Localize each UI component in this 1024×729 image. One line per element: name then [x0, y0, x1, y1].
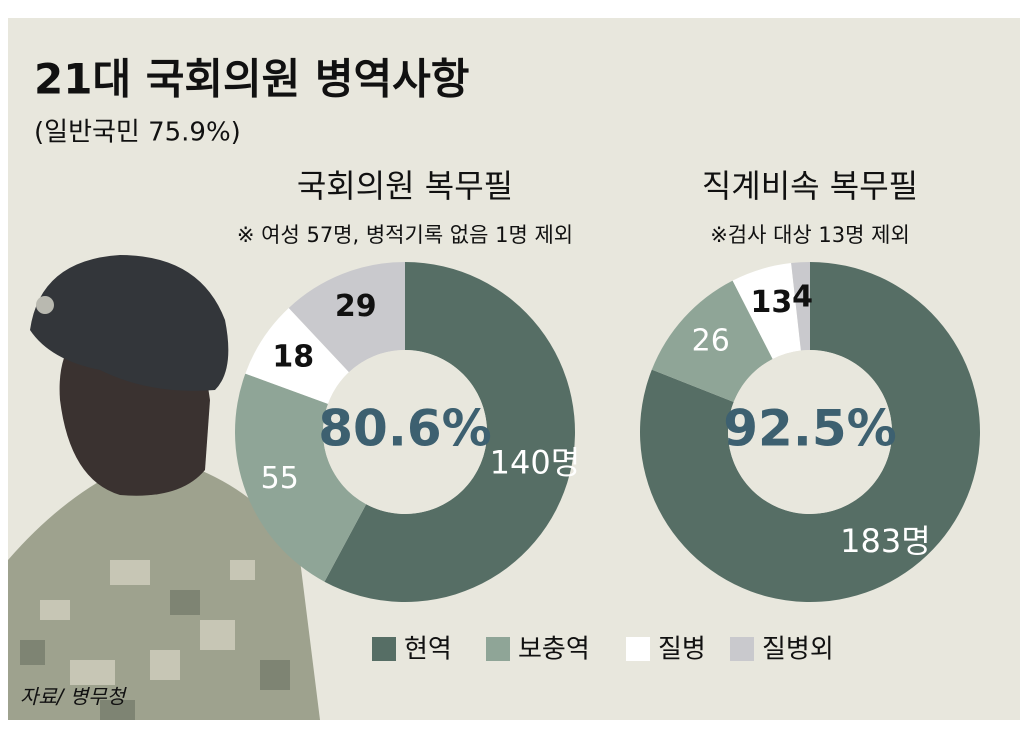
- page-subtitle: (일반국민 75.9%): [34, 118, 241, 148]
- legend-label: 현역: [404, 635, 452, 665]
- legend-label: 질병: [658, 635, 706, 665]
- data-label: 183명: [840, 522, 931, 560]
- donut-center: [728, 350, 892, 514]
- chart-subtitle: ※검사 대상 13명 제외: [710, 223, 910, 247]
- data-label: 4: [792, 280, 813, 315]
- soldier-illustration: [8, 255, 320, 720]
- data-label: 18: [272, 340, 314, 375]
- legend-swatch: [486, 637, 510, 661]
- chart-title: 국회의원 복무필: [297, 167, 513, 205]
- center-label: 92.5%: [723, 400, 896, 458]
- donut-slice: [791, 262, 810, 351]
- donut-center: [323, 350, 487, 514]
- donut-slice: [288, 262, 405, 373]
- legend-swatch: [626, 637, 650, 661]
- donut-slice: [639, 262, 980, 602]
- donut-slice: [245, 307, 349, 404]
- center-label: 80.6%: [318, 400, 491, 458]
- legend-swatch: [730, 637, 754, 661]
- source: 자료/ 병무청: [20, 685, 128, 709]
- legend-swatch: [372, 637, 396, 661]
- page-title: 21대 국회의원 병역사항: [34, 55, 469, 104]
- donut-slice: [732, 263, 801, 359]
- data-label: 29: [335, 289, 377, 324]
- data-label: 55: [261, 461, 299, 496]
- donut-slice: [651, 280, 773, 402]
- data-label: 13: [751, 285, 793, 320]
- data-label: 26: [692, 323, 730, 358]
- chart-subtitle: ※ 여성 57명, 병적기록 없음 1명 제외: [237, 223, 573, 247]
- legend-label: 보충역: [518, 635, 590, 665]
- donut-slice: [235, 373, 367, 582]
- donut-slice: [324, 262, 576, 602]
- data-label: 140명: [490, 444, 581, 482]
- chart-title: 직계비속 복무필: [702, 167, 918, 205]
- legend-label: 질병외: [762, 635, 834, 665]
